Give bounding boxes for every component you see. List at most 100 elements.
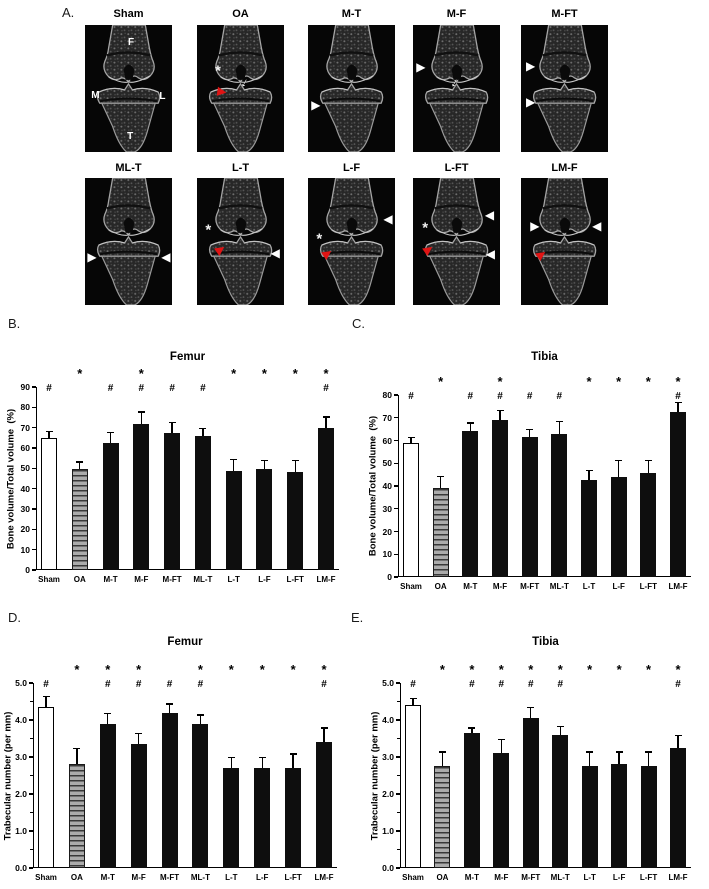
x-tick-label: M-F [131,873,146,882]
sig-star: * [261,366,267,381]
error-bar [559,725,561,735]
error-bar-cap [166,703,174,705]
error-bar [48,430,50,438]
knee-ct-graphic [85,178,172,305]
x-tick-label: Sham [402,873,424,882]
sig-star: * [616,374,622,389]
y-axis-tick-label: 4.0 [15,715,27,725]
ct-image-title: OA [232,8,249,20]
bar-L-F [610,476,627,577]
y-axis-tick-label: 10 [20,544,30,555]
bar-OA [71,469,88,570]
x-tick-label: ML-T [549,582,569,591]
error-bar-cap [585,470,593,472]
error-bar-cap [466,422,474,424]
y-axis-tick [394,576,398,578]
white-arrowhead-icon: ◀ [161,249,171,264]
x-tick-label: LM-F [314,873,334,882]
y-axis-tick-label: 70 [20,422,30,433]
y-axis-tick [32,447,36,449]
y-axis-tick [29,793,33,795]
x-tick-label: L-T [225,873,238,882]
error-bar [294,460,296,473]
bar-ML-T [551,433,568,577]
error-bar-cap [104,712,112,714]
sig-star: * [469,662,475,677]
sig-star: * [587,662,593,677]
ct-image-L-F: * ◀ ▶ [308,178,395,305]
y-axis-tick [32,467,36,470]
error-bar-cap [196,714,204,716]
y-axis-tick-label: 40 [20,483,30,494]
bar-M-FT [522,718,539,868]
sig-hash: # [675,679,681,690]
x-tick-label: M-T [103,575,118,584]
bar-M-FT [164,432,181,570]
bar-L-FT [640,473,657,577]
error-bar-cap [674,734,682,737]
x-tick-label: L-FT [286,575,304,584]
bar-L-T [225,471,242,570]
error-bar [76,747,78,765]
y-axis-tick [32,426,36,429]
sig-hash: # [169,383,175,394]
asterisk-marker: * [214,62,221,80]
ct-image-title: L-FT [444,162,469,174]
y-axis-tick [32,487,36,490]
y-axis-tick-label: 20 [382,526,392,537]
bar-M-T [462,431,479,577]
error-bar [233,459,235,472]
panel-label-d: D. [8,610,21,625]
ct-image-M-T: ▶ [308,25,395,152]
error-bar-cap [674,401,682,404]
error-bar-cap [199,427,207,429]
plot-area [36,387,339,570]
knee-ct-graphic [521,25,608,152]
y-axis-tick [394,485,398,487]
sig-star: * [231,366,237,381]
error-bar [263,460,266,470]
error-bar [261,757,263,769]
error-bar [325,416,327,428]
x-tick-label: M-T [464,873,479,882]
bar-ML-T [192,723,209,868]
bar-L-T [223,768,240,868]
plot-area [398,395,691,577]
error-bar [168,703,171,713]
y-axis-tick-label: 30 [382,503,392,514]
sig-hash: # [321,679,327,690]
error-bar-cap [555,421,563,423]
sig-star: * [290,662,296,677]
error-bar [230,757,232,769]
error-bar-cap [438,751,446,753]
y-axis-tick [32,406,36,409]
bar-M-F [492,420,508,577]
error-bar-cap [260,460,268,462]
x-tick-label: OA [70,873,83,882]
y-axis-title: Trabecular number (per mm) [369,711,381,840]
y-axis-tick-label: 2.0 [15,789,27,799]
y-axis-tick-label: 3.0 [382,752,394,762]
sig-star: * [557,662,563,677]
error-bar [469,422,471,432]
bar-M-T [463,732,480,868]
ct-image-title: L-T [231,162,250,174]
y-axis-minor-tick [30,848,33,851]
error-bar-cap [322,416,330,418]
y-axis-minor-tick [30,774,33,777]
sig-star: * [323,366,329,381]
sig-hash: # [135,679,142,690]
y-axis-tick-label: 1.0 [15,826,27,836]
sig-star: * [74,662,80,677]
sig-hash: # [166,679,173,690]
ct-image-ML-T: ▶ ◀ [85,178,172,305]
error-bar [618,459,620,477]
error-bar-cap [291,460,299,462]
bar-L-F [256,469,273,570]
sig-hash: # [469,679,475,690]
error-bar-cap [496,409,504,412]
x-tick-label: L-F [612,873,626,882]
y-axis-tick [394,553,398,555]
y-axis-tick-label: 50 [20,463,30,474]
